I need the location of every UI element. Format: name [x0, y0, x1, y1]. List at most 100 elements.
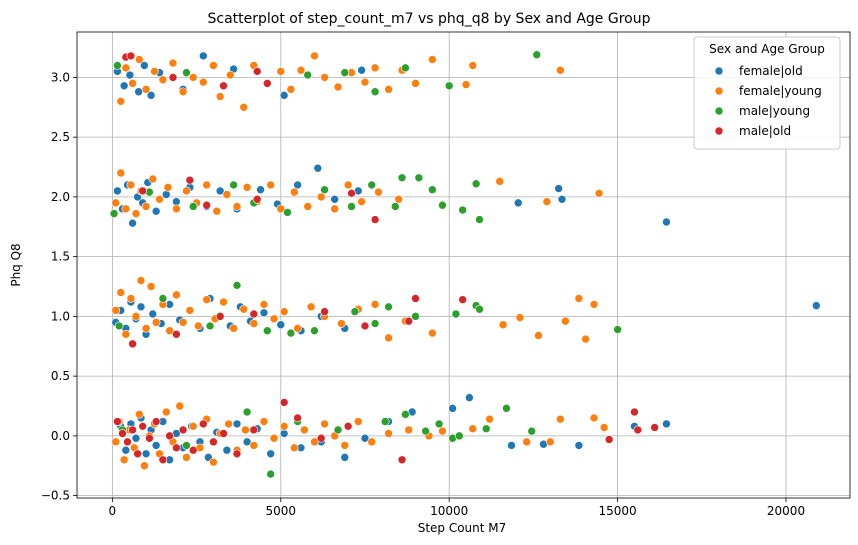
data-point — [172, 290, 181, 300]
data-point — [202, 200, 211, 210]
data-point — [256, 185, 265, 195]
data-point — [310, 437, 319, 447]
legend-box — [693, 36, 841, 150]
data-point — [242, 407, 252, 417]
data-point — [279, 91, 289, 100]
legend-label: female|young — [739, 84, 822, 98]
data-point — [138, 186, 147, 196]
data-point — [151, 441, 161, 450]
data-point — [421, 426, 430, 436]
legend-label: male|young — [739, 104, 810, 118]
data-point — [279, 422, 289, 431]
data-point — [444, 81, 454, 91]
data-point — [140, 61, 149, 70]
data-point — [266, 469, 275, 479]
y-tick-label: 0.5 — [51, 369, 70, 383]
data-point — [121, 330, 131, 339]
data-point — [458, 295, 467, 304]
data-point — [269, 314, 279, 324]
data-point — [534, 331, 543, 340]
data-point — [276, 320, 286, 330]
x-axis-ticks: 0 5000 10000 15000 20000 — [109, 498, 805, 518]
data-point — [662, 217, 671, 227]
data-point — [131, 209, 141, 218]
data-point — [320, 419, 329, 429]
data-point — [116, 97, 126, 106]
data-point — [121, 445, 131, 455]
legend-marker — [714, 126, 724, 136]
data-point — [178, 425, 188, 435]
data-point — [148, 309, 158, 319]
data-point — [109, 209, 119, 218]
data-point — [347, 189, 356, 198]
data-point — [121, 63, 131, 73]
data-point — [165, 326, 174, 336]
data-point — [320, 185, 329, 195]
data-point — [554, 184, 563, 193]
data-point — [188, 73, 198, 82]
data-point — [276, 67, 286, 76]
data-point — [259, 308, 269, 318]
data-point — [119, 455, 129, 465]
data-point — [199, 419, 208, 429]
data-point — [209, 457, 218, 467]
data-point — [131, 312, 141, 321]
data-point — [150, 67, 159, 76]
data-point — [125, 70, 135, 80]
data-point — [343, 180, 353, 190]
data-point — [515, 313, 525, 322]
data-point — [384, 85, 393, 94]
data-point — [337, 319, 346, 328]
data-point — [225, 70, 235, 80]
data-point — [458, 205, 467, 215]
data-point — [111, 198, 121, 208]
data-point — [589, 413, 599, 423]
data-point — [360, 321, 370, 331]
data-point — [113, 417, 122, 426]
data-point — [188, 445, 198, 455]
data-point — [141, 85, 151, 94]
data-point — [461, 80, 471, 89]
data-point — [182, 68, 191, 77]
data-point — [163, 183, 173, 192]
data-point — [468, 61, 478, 70]
data-point — [182, 186, 191, 196]
data-point — [249, 441, 259, 450]
data-point — [581, 334, 590, 344]
data-point — [428, 328, 437, 338]
y-tick-label: 1.5 — [51, 250, 70, 264]
data-point — [411, 312, 420, 321]
x-tick-label: 10000 — [430, 504, 468, 518]
data-point — [182, 453, 191, 462]
data-point — [215, 312, 225, 321]
data-point — [114, 321, 124, 331]
data-point — [141, 449, 151, 459]
data-point — [594, 189, 604, 198]
data-point — [158, 455, 168, 465]
data-point — [151, 206, 161, 216]
data-point — [185, 175, 195, 185]
y-tick-label: −0.5 — [41, 489, 70, 503]
y-tick-label: 1.0 — [51, 309, 70, 323]
data-point — [116, 168, 126, 178]
data-point — [172, 204, 181, 214]
data-point — [165, 431, 174, 441]
data-point — [205, 321, 215, 331]
data-point — [589, 300, 599, 309]
data-point — [401, 63, 410, 73]
data-point — [219, 297, 228, 307]
data-point — [136, 302, 146, 312]
data-point — [340, 68, 350, 77]
data-point — [485, 414, 494, 424]
data-point — [293, 180, 302, 190]
data-point — [111, 306, 121, 315]
series-male-old — [113, 51, 659, 465]
data-point — [374, 187, 383, 197]
data-point — [384, 302, 393, 312]
data-point — [161, 190, 171, 199]
data-point — [310, 51, 319, 61]
data-point — [303, 202, 313, 211]
data-point — [411, 294, 420, 303]
data-point — [507, 441, 516, 450]
y-tick-label: 2.0 — [51, 190, 70, 204]
